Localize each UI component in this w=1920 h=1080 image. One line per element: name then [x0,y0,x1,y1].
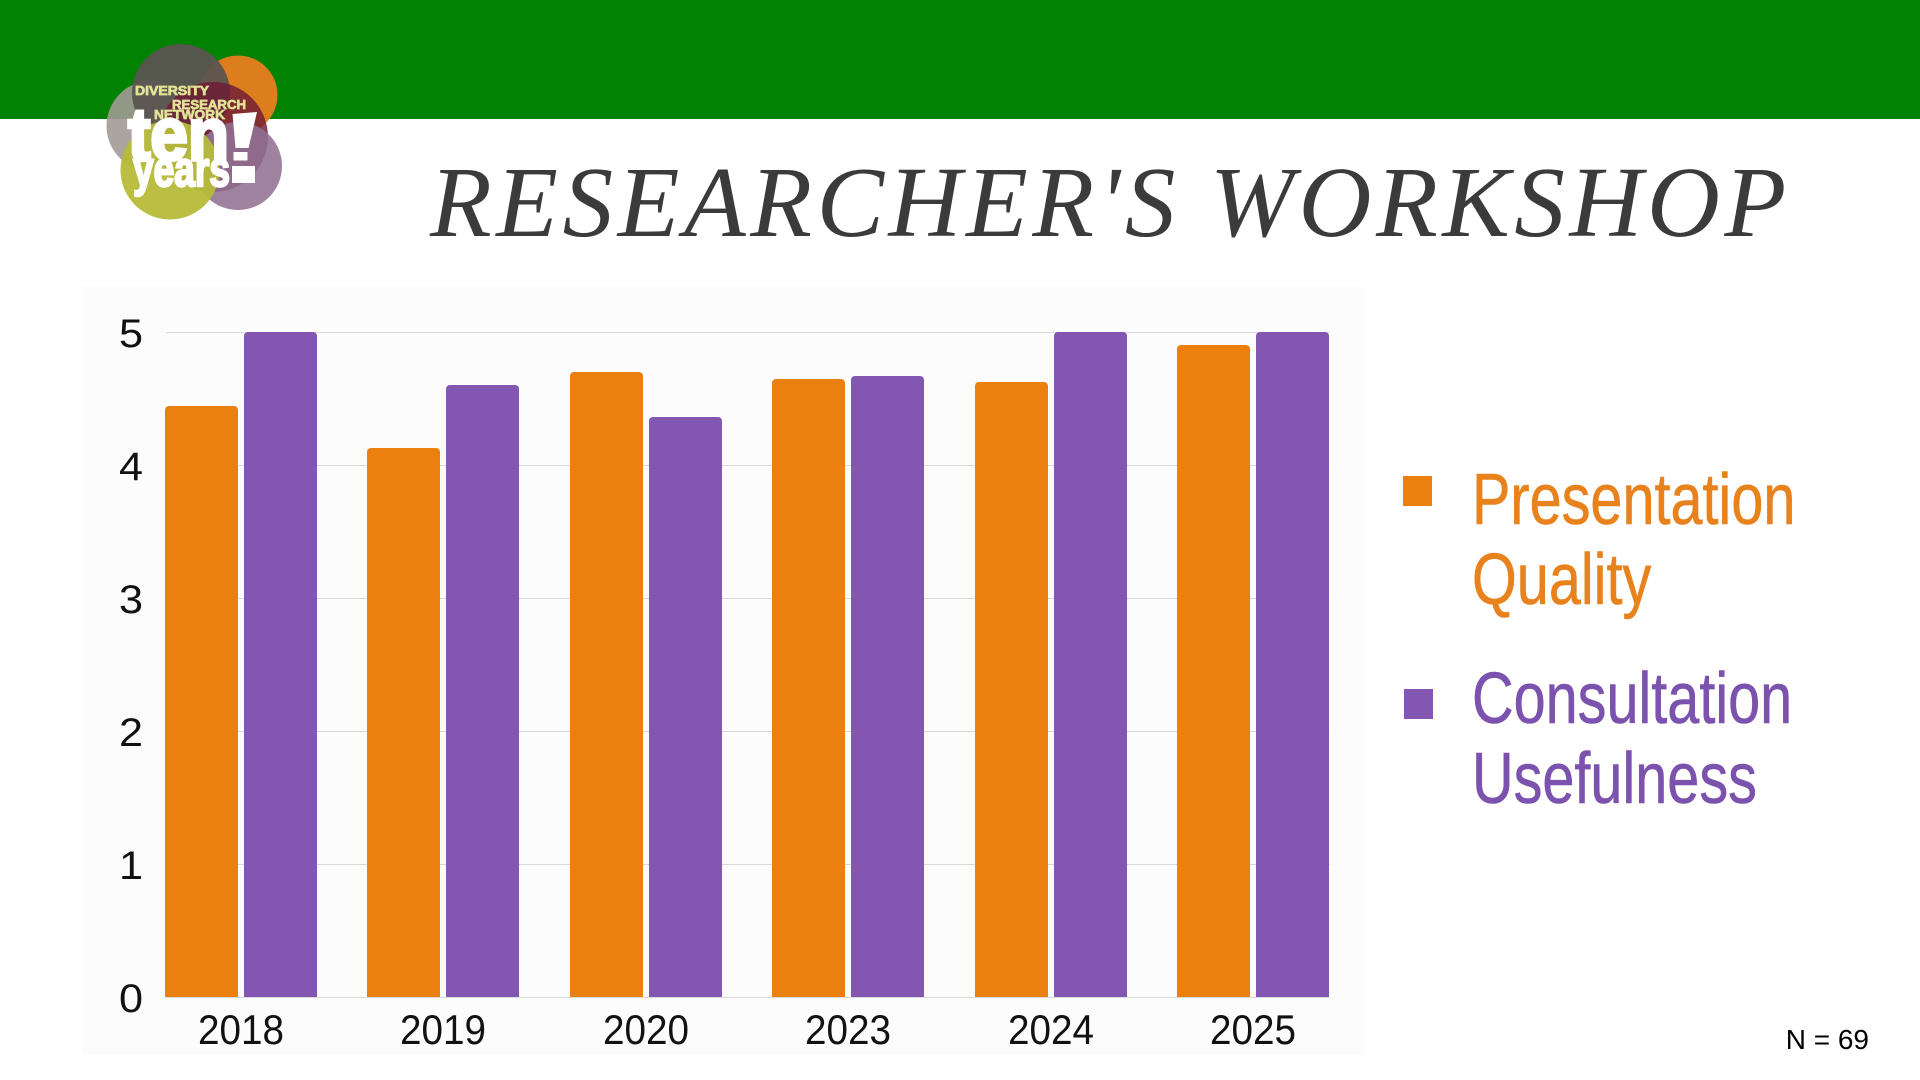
svg-text:years: years [133,143,230,197]
svg-text:RESEARCH: RESEARCH [172,98,246,112]
svg-text:ten: ten [128,93,229,176]
svg-text:DIVERSITY: DIVERSITY [135,84,210,98]
svg-text:NETWORK: NETWORK [154,108,225,122]
